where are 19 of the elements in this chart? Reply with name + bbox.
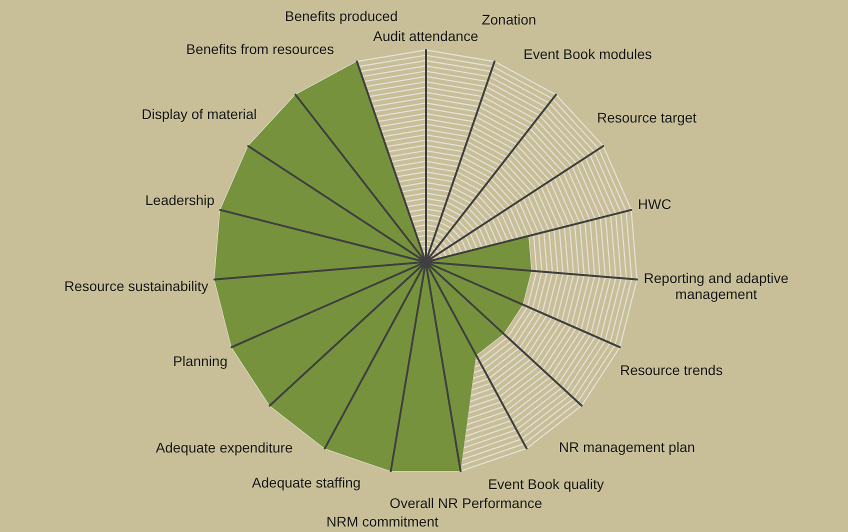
spoke-label: Event Book modules [523, 46, 652, 62]
spoke-label: Zonation [482, 11, 536, 28]
spoke-label: Resource trends [620, 362, 723, 378]
spoke-label: Benefits produced [284, 8, 398, 24]
spoke-label: Benefits from resources [186, 41, 334, 58]
spoke-label: NRM commitment [326, 514, 438, 530]
spoke-label: NR management plan [558, 439, 696, 456]
spoke-label: Resource sustainability [64, 278, 208, 294]
spoke-label: Resource target [596, 110, 697, 126]
spoke-label: Reporting and adaptive management [644, 270, 789, 302]
spoke-label: Planning [173, 352, 228, 369]
spoke-label: Leadership [145, 192, 215, 208]
spoke-label: Display of material [142, 106, 257, 122]
spoke-label: Adequate staffing [252, 474, 361, 491]
spoke-label: Audit attendance [373, 28, 478, 44]
spoke-label: Event Book quality [488, 476, 604, 492]
spoke-label: Overall NR Performance [390, 495, 542, 512]
spoke-label: HWC [638, 196, 672, 212]
spoke-label: Adequate expenditure [156, 439, 293, 456]
